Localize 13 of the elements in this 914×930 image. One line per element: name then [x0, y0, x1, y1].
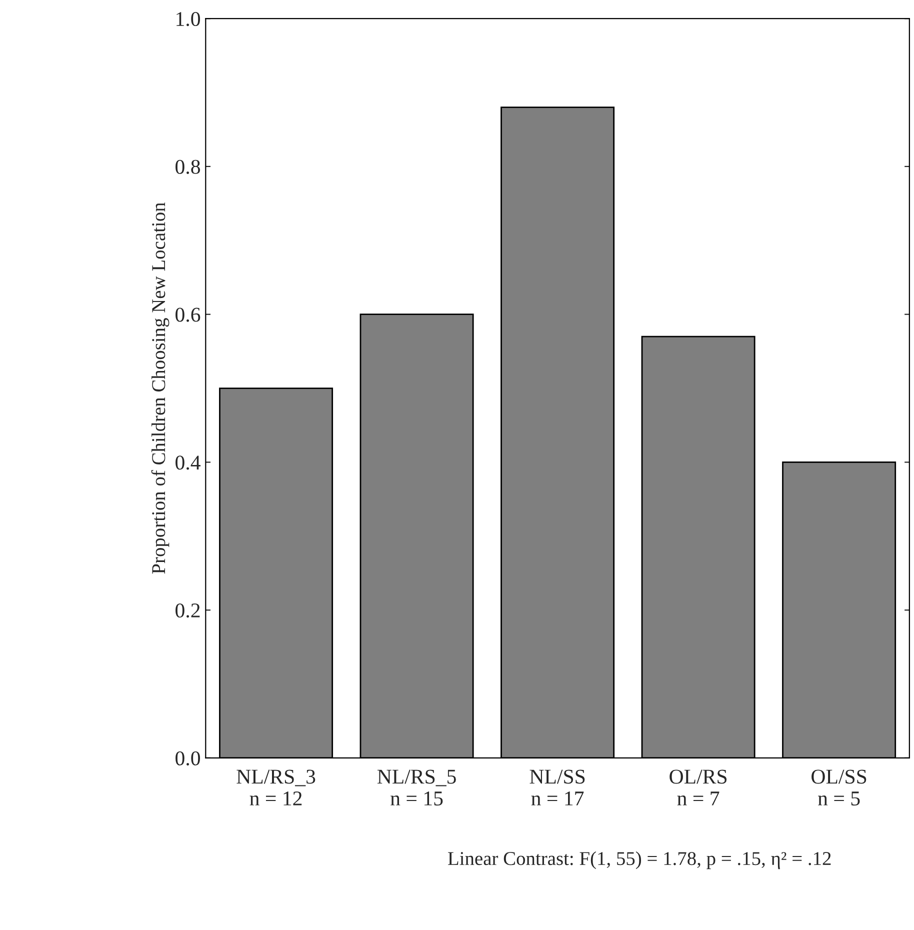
- x-tick-label: NL/RS_3 n = 12: [236, 770, 316, 806]
- y-tick-label: 1.0: [176, 12, 200, 26]
- x-tick-label: OL/RS n = 7: [670, 770, 727, 806]
- y-tick-label: 0.8: [176, 160, 200, 174]
- x-tick-label: NL/SS n = 17: [530, 770, 585, 806]
- y-tick-label: 0.6: [176, 308, 200, 322]
- x-tick-label: NL/RS_5 n = 15: [377, 770, 456, 806]
- y-tick-label: 0.2: [176, 603, 200, 618]
- y-tick-label: 0.4: [176, 456, 200, 470]
- y-axis-title: Proportion of Children Choosing New Location: [151, 202, 170, 574]
- x-tick-label: OL/SS n = 5: [812, 770, 866, 806]
- text: Linear Contrast: F(1, 55) = 1.78, p = .15, η² = .12: [448, 851, 831, 870]
- y-tick-label: 0.0: [176, 751, 200, 766]
